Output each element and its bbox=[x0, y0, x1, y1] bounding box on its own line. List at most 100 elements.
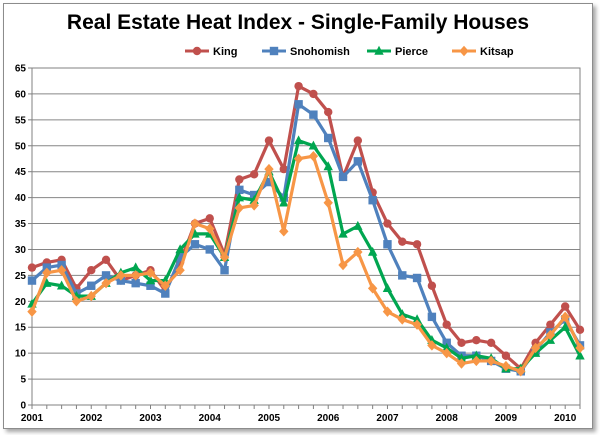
point-king bbox=[457, 338, 466, 347]
series-pierce bbox=[27, 135, 585, 373]
point-snohomish bbox=[101, 271, 111, 280]
point-king bbox=[398, 237, 407, 246]
point-snohomish bbox=[87, 281, 96, 290]
y-tick-label: 30 bbox=[15, 245, 27, 256]
point-kitsap bbox=[101, 277, 111, 289]
y-tick-label: 25 bbox=[15, 271, 27, 282]
chart-title: Real Estate Heat Index - Single-Family H… bbox=[67, 11, 529, 34]
point-snohomish bbox=[427, 312, 437, 322]
point-kitsap bbox=[501, 360, 511, 372]
plot-area bbox=[31, 67, 581, 406]
x-tick-label: 2006 bbox=[317, 413, 340, 424]
point-king bbox=[249, 170, 259, 179]
point-snohomish bbox=[338, 172, 348, 182]
point-kitsap bbox=[530, 342, 541, 354]
x-tick-label: 2002 bbox=[80, 413, 103, 424]
x-tick-label: 2010 bbox=[554, 413, 577, 424]
point-king bbox=[383, 219, 392, 228]
legend-label-snohomish: Snohomish bbox=[290, 46, 350, 58]
legend-item-snohomish: Snohomish bbox=[262, 46, 350, 58]
point-kitsap bbox=[190, 218, 200, 229]
x-tick-label: 2003 bbox=[139, 413, 162, 424]
y-tick-label: 55 bbox=[15, 115, 27, 126]
point-kitsap bbox=[86, 290, 96, 302]
point-snohomish bbox=[383, 240, 392, 249]
point-king bbox=[546, 320, 555, 329]
point-pierce bbox=[338, 228, 348, 238]
series-line-pierce bbox=[30, 138, 582, 371]
point-king bbox=[235, 175, 244, 184]
y-tick-label: 10 bbox=[15, 349, 27, 360]
point-king bbox=[575, 325, 585, 335]
point-kitsap bbox=[219, 252, 230, 263]
point-snohomish bbox=[146, 281, 155, 290]
point-snohomish bbox=[368, 196, 377, 205]
point-snohomish bbox=[161, 289, 170, 298]
point-kitsap bbox=[545, 329, 556, 341]
series-line-kitsap bbox=[30, 154, 582, 373]
y-tick-label: 40 bbox=[15, 193, 27, 204]
point-snohomish bbox=[309, 110, 318, 119]
point-king bbox=[472, 335, 481, 345]
legend-marker-snohomish bbox=[269, 46, 279, 56]
legend-label-pierce: Pierce bbox=[395, 46, 428, 58]
point-snohomish bbox=[175, 253, 185, 262]
point-pierce bbox=[471, 350, 482, 360]
point-kitsap bbox=[486, 355, 496, 367]
point-kitsap bbox=[412, 319, 422, 330]
point-snohomish bbox=[190, 240, 200, 249]
point-king bbox=[486, 338, 496, 347]
series-layer bbox=[27, 81, 585, 377]
point-king bbox=[87, 266, 96, 275]
y-tick-label: 15 bbox=[15, 323, 27, 334]
chart-canvas: Real Estate Heat Index - Single-Family H… bbox=[15, 11, 585, 424]
point-kitsap bbox=[338, 259, 348, 271]
point-snohomish bbox=[398, 271, 407, 280]
point-snohomish bbox=[27, 276, 37, 285]
gridlines bbox=[32, 67, 580, 380]
chart-frame: Real Estate Heat Index - Single-Family H… bbox=[3, 3, 593, 429]
y-tick-label: 35 bbox=[15, 219, 27, 230]
point-snohomish bbox=[294, 100, 303, 109]
chart-legend: King Snohomish Pierce Kitsap bbox=[185, 45, 514, 58]
point-king bbox=[279, 164, 288, 174]
point-pierce bbox=[382, 283, 393, 293]
point-kitsap bbox=[56, 265, 67, 276]
legend-label-kitsap: Kitsap bbox=[480, 46, 514, 58]
x-tick-label: 2001 bbox=[21, 413, 44, 424]
point-pierce bbox=[42, 277, 52, 287]
point-king bbox=[27, 263, 37, 272]
point-snohomish bbox=[220, 266, 229, 275]
point-kitsap bbox=[427, 340, 437, 351]
x-tick-label: 2005 bbox=[258, 413, 281, 424]
legend-item-king: King bbox=[185, 46, 237, 58]
point-pierce bbox=[560, 322, 570, 331]
point-king bbox=[324, 107, 333, 117]
point-kitsap bbox=[456, 358, 467, 369]
point-snohomish bbox=[324, 133, 333, 143]
point-kitsap bbox=[516, 366, 526, 377]
x-axis: 2001 2002 2003 2004 2005 2006 2007 2008 2009 2010 bbox=[21, 405, 581, 424]
point-king bbox=[427, 281, 437, 290]
point-snohomish bbox=[264, 177, 274, 187]
point-snohomish bbox=[353, 157, 363, 166]
point-kitsap bbox=[367, 283, 378, 294]
point-pierce bbox=[293, 135, 304, 145]
point-kitsap bbox=[397, 314, 407, 325]
point-kitsap bbox=[353, 246, 363, 258]
point-kitsap bbox=[249, 200, 259, 211]
point-king bbox=[309, 89, 318, 99]
series-king bbox=[27, 81, 585, 373]
series-kitsap bbox=[27, 150, 585, 377]
series-snohomish bbox=[27, 100, 585, 376]
point-kitsap bbox=[442, 347, 452, 359]
y-tick-label: 65 bbox=[15, 64, 27, 75]
legend-marker-pierce bbox=[374, 45, 384, 55]
x-tick-label: 2008 bbox=[436, 413, 459, 424]
legend-item-pierce: Pierce bbox=[367, 45, 428, 58]
point-pierce bbox=[308, 140, 319, 150]
point-pierce bbox=[323, 161, 333, 171]
point-kitsap bbox=[382, 306, 393, 317]
point-king bbox=[264, 136, 274, 145]
x-tick-label: 2007 bbox=[376, 413, 399, 424]
